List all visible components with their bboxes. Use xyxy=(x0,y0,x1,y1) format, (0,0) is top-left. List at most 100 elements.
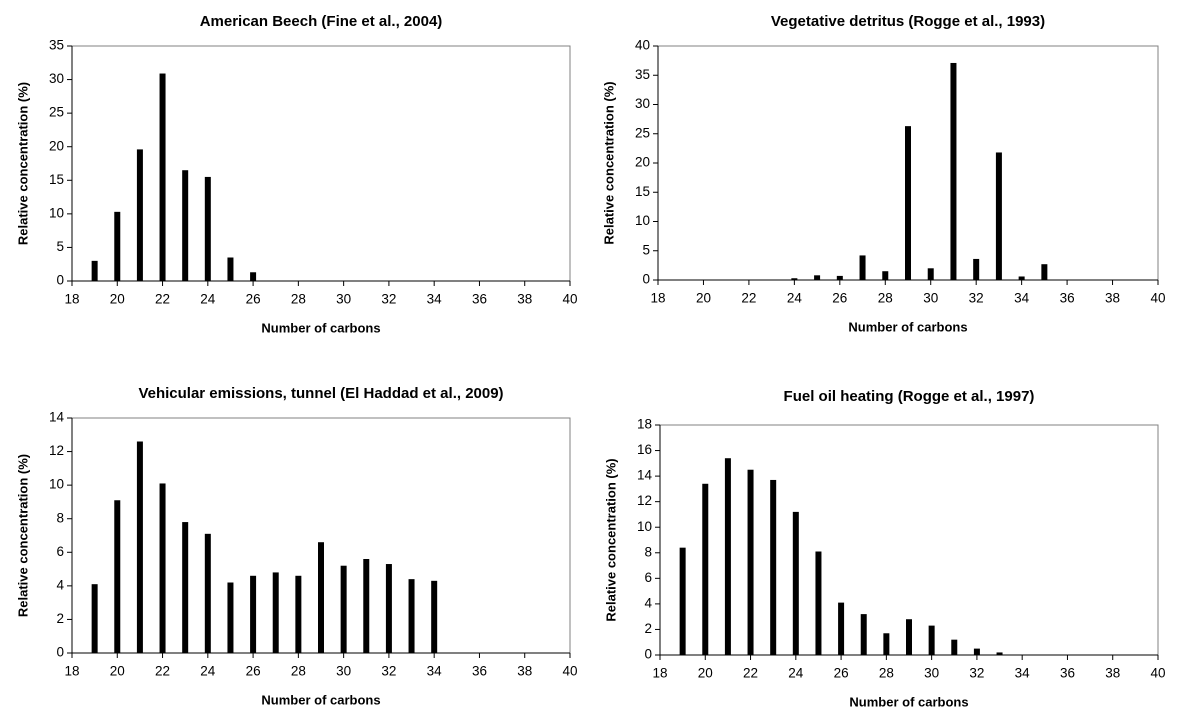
y-tick-label: 5 xyxy=(56,239,64,254)
bar-c24 xyxy=(792,511,799,655)
x-tick-label: 40 xyxy=(562,664,577,679)
bar-c30 xyxy=(927,268,934,280)
bar-c31 xyxy=(951,639,958,655)
y-tick-label: 10 xyxy=(637,519,652,534)
y-tick-label: 16 xyxy=(637,442,652,457)
x-tick-label: 34 xyxy=(427,292,443,307)
bar-c27 xyxy=(859,255,866,280)
x-tick-label: 40 xyxy=(562,292,577,307)
bar-c29 xyxy=(318,542,324,653)
bar-c19 xyxy=(91,260,98,281)
x-tick-label: 18 xyxy=(650,291,665,306)
x-tick-label: 22 xyxy=(743,666,758,681)
bar-c22 xyxy=(159,483,166,653)
x-tick-label: 38 xyxy=(1105,291,1120,306)
y-tick-label: 12 xyxy=(49,443,64,458)
bar-c23 xyxy=(770,479,777,655)
bar-c35 xyxy=(1041,264,1048,280)
y-tick-label: 4 xyxy=(56,577,64,592)
y-tick-label: 30 xyxy=(635,96,650,111)
bar-c20 xyxy=(114,500,121,653)
y-axis-label: Relative concentration (%) xyxy=(601,81,616,244)
y-tick-label: 30 xyxy=(49,71,64,86)
chart-panel-3: Vehicular emissions, tunnel (El Haddad e… xyxy=(15,385,577,707)
bar-c32 xyxy=(973,258,980,280)
bar-c33 xyxy=(996,652,1003,655)
bar-c33 xyxy=(995,152,1002,280)
y-tick-label: 20 xyxy=(635,155,650,170)
x-tick-label: 18 xyxy=(64,664,79,679)
x-tick-label: 28 xyxy=(878,291,893,306)
y-axis-label: Relative concentration (%) xyxy=(15,454,30,617)
x-tick-label: 28 xyxy=(879,666,894,681)
bar-c24 xyxy=(204,176,211,281)
bar-c33 xyxy=(408,579,415,653)
x-tick-label: 32 xyxy=(969,291,984,306)
x-tick-label: 26 xyxy=(834,666,849,681)
x-tick-label: 24 xyxy=(788,666,804,681)
y-tick-label: 10 xyxy=(49,205,64,220)
y-tick-label: 12 xyxy=(637,493,652,508)
bar-c31 xyxy=(950,62,957,281)
bar-c21 xyxy=(136,441,143,653)
x-axis-label: Number of carbons xyxy=(849,694,968,709)
y-tick-label: 25 xyxy=(49,105,64,120)
x-tick-label: 22 xyxy=(155,664,170,679)
x-tick-label: 32 xyxy=(381,664,396,679)
bar-c27 xyxy=(272,572,279,653)
x-tick-label: 38 xyxy=(517,664,532,679)
bar-c26 xyxy=(836,275,843,280)
x-tick-label: 34 xyxy=(427,664,443,679)
x-tick-label: 18 xyxy=(64,292,79,307)
y-tick-label: 6 xyxy=(56,544,64,559)
x-tick-label: 20 xyxy=(698,666,713,681)
bar-c26 xyxy=(250,272,257,281)
bar-c19 xyxy=(679,547,686,655)
y-tick-label: 15 xyxy=(49,172,64,187)
x-axis-label: Number of carbons xyxy=(261,320,380,335)
bar-c22 xyxy=(747,469,754,655)
y-tick-label: 0 xyxy=(644,647,652,662)
x-tick-label: 26 xyxy=(246,292,261,307)
bar-c30 xyxy=(340,565,347,653)
bar-c20 xyxy=(702,483,709,655)
x-axis-label: Number of carbons xyxy=(848,319,967,334)
y-tick-label: 14 xyxy=(637,468,653,483)
bar-c29 xyxy=(906,619,912,655)
y-tick-label: 20 xyxy=(49,138,64,153)
x-tick-label: 22 xyxy=(155,292,170,307)
bar-c28 xyxy=(883,633,890,655)
y-axis-label: Relative concentration (%) xyxy=(15,82,30,245)
chart-title: Fuel oil heating (Rogge et al., 1997) xyxy=(784,388,1035,405)
x-tick-label: 34 xyxy=(1014,291,1030,306)
bar-c26 xyxy=(838,602,845,655)
bar-c25 xyxy=(227,257,234,281)
x-tick-label: 22 xyxy=(741,291,756,306)
x-tick-label: 30 xyxy=(923,291,938,306)
x-tick-label: 30 xyxy=(924,666,939,681)
y-tick-label: 2 xyxy=(644,621,652,636)
bar-c26 xyxy=(250,575,257,653)
x-tick-label: 40 xyxy=(1150,666,1165,681)
bar-c30 xyxy=(928,625,935,655)
y-tick-label: 0 xyxy=(642,272,650,287)
x-tick-label: 20 xyxy=(110,664,125,679)
y-tick-label: 14 xyxy=(49,410,65,425)
bar-c32 xyxy=(385,564,392,653)
y-tick-label: 40 xyxy=(635,38,650,53)
bar-c34 xyxy=(1018,276,1025,280)
bar-c34 xyxy=(431,580,438,653)
y-tick-label: 4 xyxy=(644,595,652,610)
bar-c28 xyxy=(882,271,889,280)
chart-panel-4: Fuel oil heating (Rogge et al., 1997)024… xyxy=(603,388,1165,709)
y-tick-label: 8 xyxy=(56,510,64,525)
y-tick-label: 2 xyxy=(56,611,64,626)
x-tick-label: 38 xyxy=(1105,666,1120,681)
x-tick-label: 30 xyxy=(336,292,351,307)
x-tick-label: 40 xyxy=(1150,291,1165,306)
bar-c32 xyxy=(973,648,980,655)
x-tick-label: 32 xyxy=(969,666,984,681)
x-tick-label: 30 xyxy=(336,664,351,679)
y-tick-label: 0 xyxy=(56,273,64,288)
y-tick-label: 8 xyxy=(644,544,652,559)
